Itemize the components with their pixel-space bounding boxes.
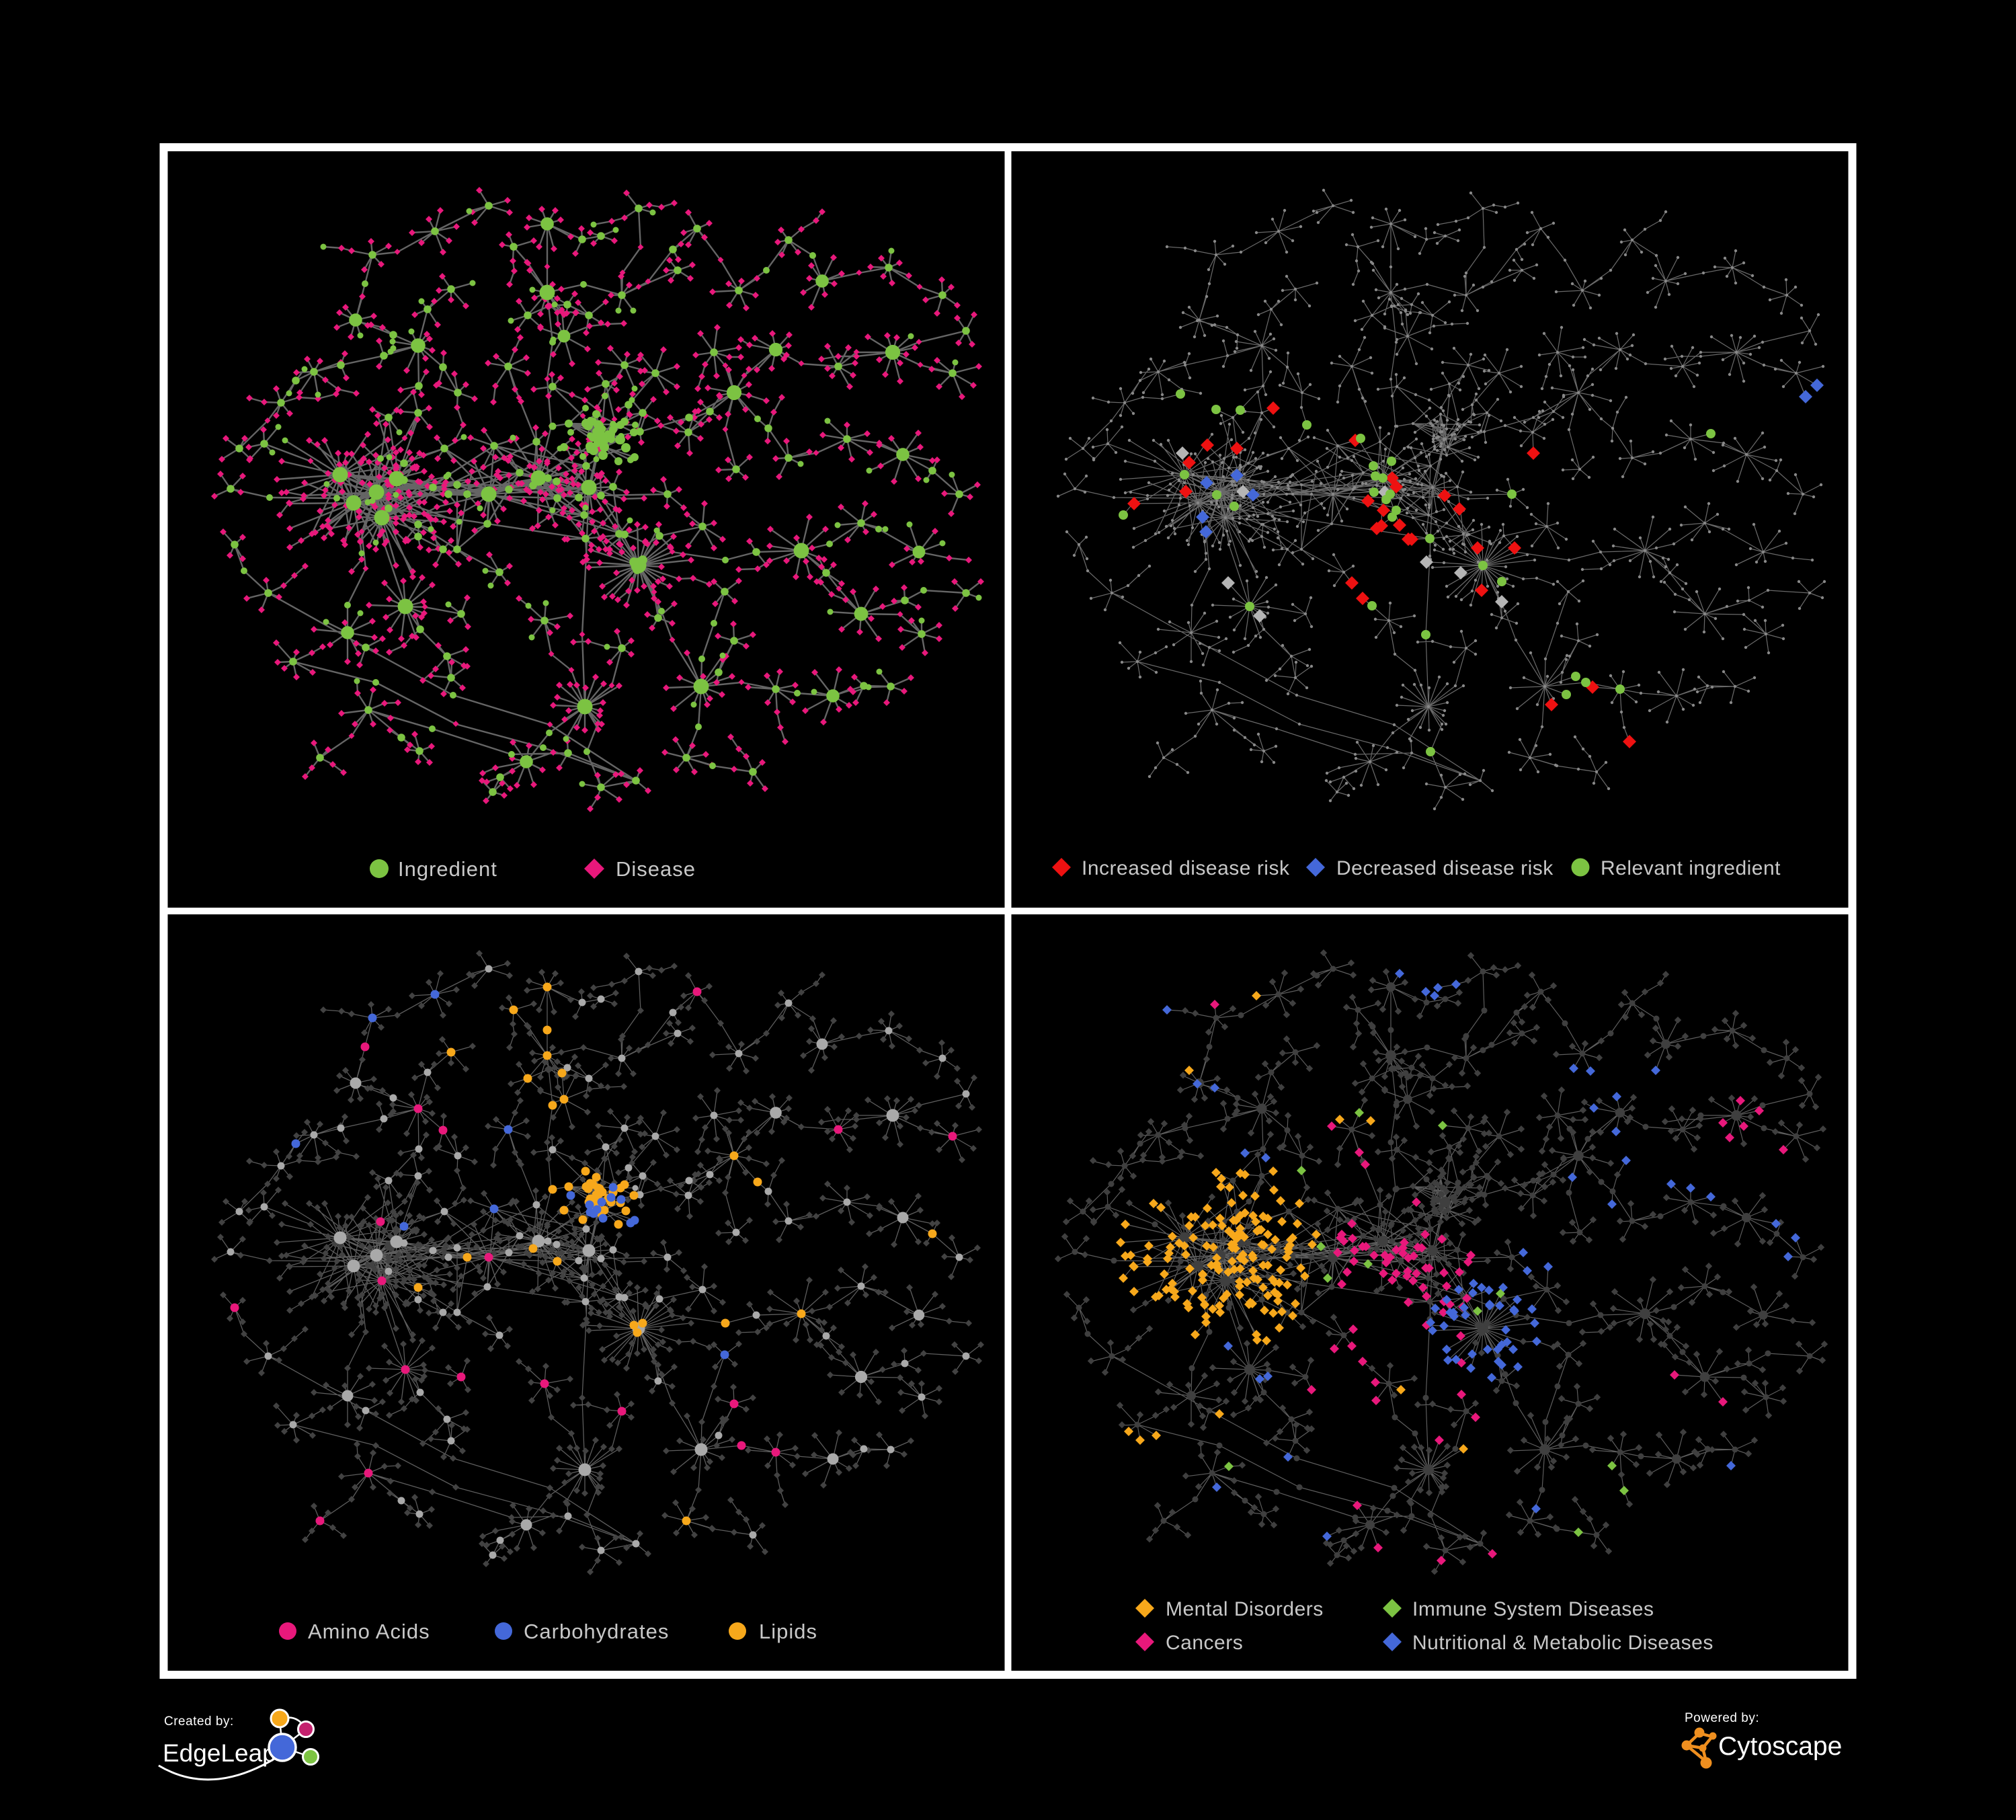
svg-text:Cancers: Cancers [1166,1632,1243,1654]
svg-text:Created by:: Created by: [164,1714,234,1729]
svg-text:Mental Disorders: Mental Disorders [1166,1598,1324,1620]
svg-text:Immune System Diseases: Immune System Diseases [1412,1598,1654,1620]
svg-text:Nutritional & Metabolic Diseas: Nutritional & Metabolic Diseases [1412,1632,1713,1654]
svg-text:EdgeLeap: EdgeLeap [163,1739,276,1767]
svg-text:Cytoscape: Cytoscape [1718,1732,1842,1761]
svg-text:Increased disease risk: Increased disease risk [1082,857,1290,879]
svg-text:Relevant ingredient: Relevant ingredient [1601,857,1781,879]
svg-text:Carbohydrates: Carbohydrates [524,1620,669,1643]
svg-text:Powered by:: Powered by: [1685,1711,1759,1725]
svg-text:Lipids: Lipids [759,1620,817,1643]
svg-text:Decreased disease risk: Decreased disease risk [1336,857,1554,879]
svg-text:Disease: Disease [616,857,696,881]
svg-text:Ingredient: Ingredient [398,857,497,881]
svg-text:Amino Acids: Amino Acids [308,1620,430,1643]
